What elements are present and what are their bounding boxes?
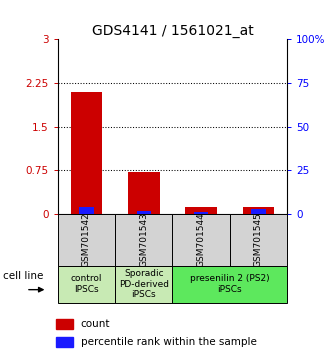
Bar [251, 210, 266, 214]
Bar [115, 266, 172, 303]
Bar [79, 207, 94, 214]
Bar [58, 214, 115, 266]
Title: GDS4141 / 1561021_at: GDS4141 / 1561021_at [91, 24, 253, 38]
Text: GSM701542: GSM701542 [82, 212, 91, 267]
Text: GSM701545: GSM701545 [254, 212, 263, 267]
Text: presenilin 2 (PS2)
iPSCs: presenilin 2 (PS2) iPSCs [190, 274, 270, 294]
Bar [230, 214, 287, 266]
Text: control
IPSCs: control IPSCs [71, 274, 102, 294]
Text: Sporadic
PD-derived
iPSCs: Sporadic PD-derived iPSCs [119, 269, 169, 299]
Text: GSM701543: GSM701543 [139, 212, 148, 267]
Bar [194, 212, 208, 214]
Bar [71, 92, 102, 214]
Text: count: count [81, 319, 110, 329]
Bar [128, 172, 159, 214]
Bar [243, 207, 274, 214]
Text: cell line: cell line [3, 271, 43, 281]
Text: GSM701544: GSM701544 [197, 212, 206, 267]
Bar [172, 214, 230, 266]
Bar [115, 214, 172, 266]
Bar [137, 211, 151, 214]
Bar [172, 266, 287, 303]
Bar [58, 266, 115, 303]
Bar [56, 319, 73, 329]
Text: percentile rank within the sample: percentile rank within the sample [81, 337, 256, 347]
Bar [185, 207, 217, 214]
Bar [56, 337, 73, 347]
